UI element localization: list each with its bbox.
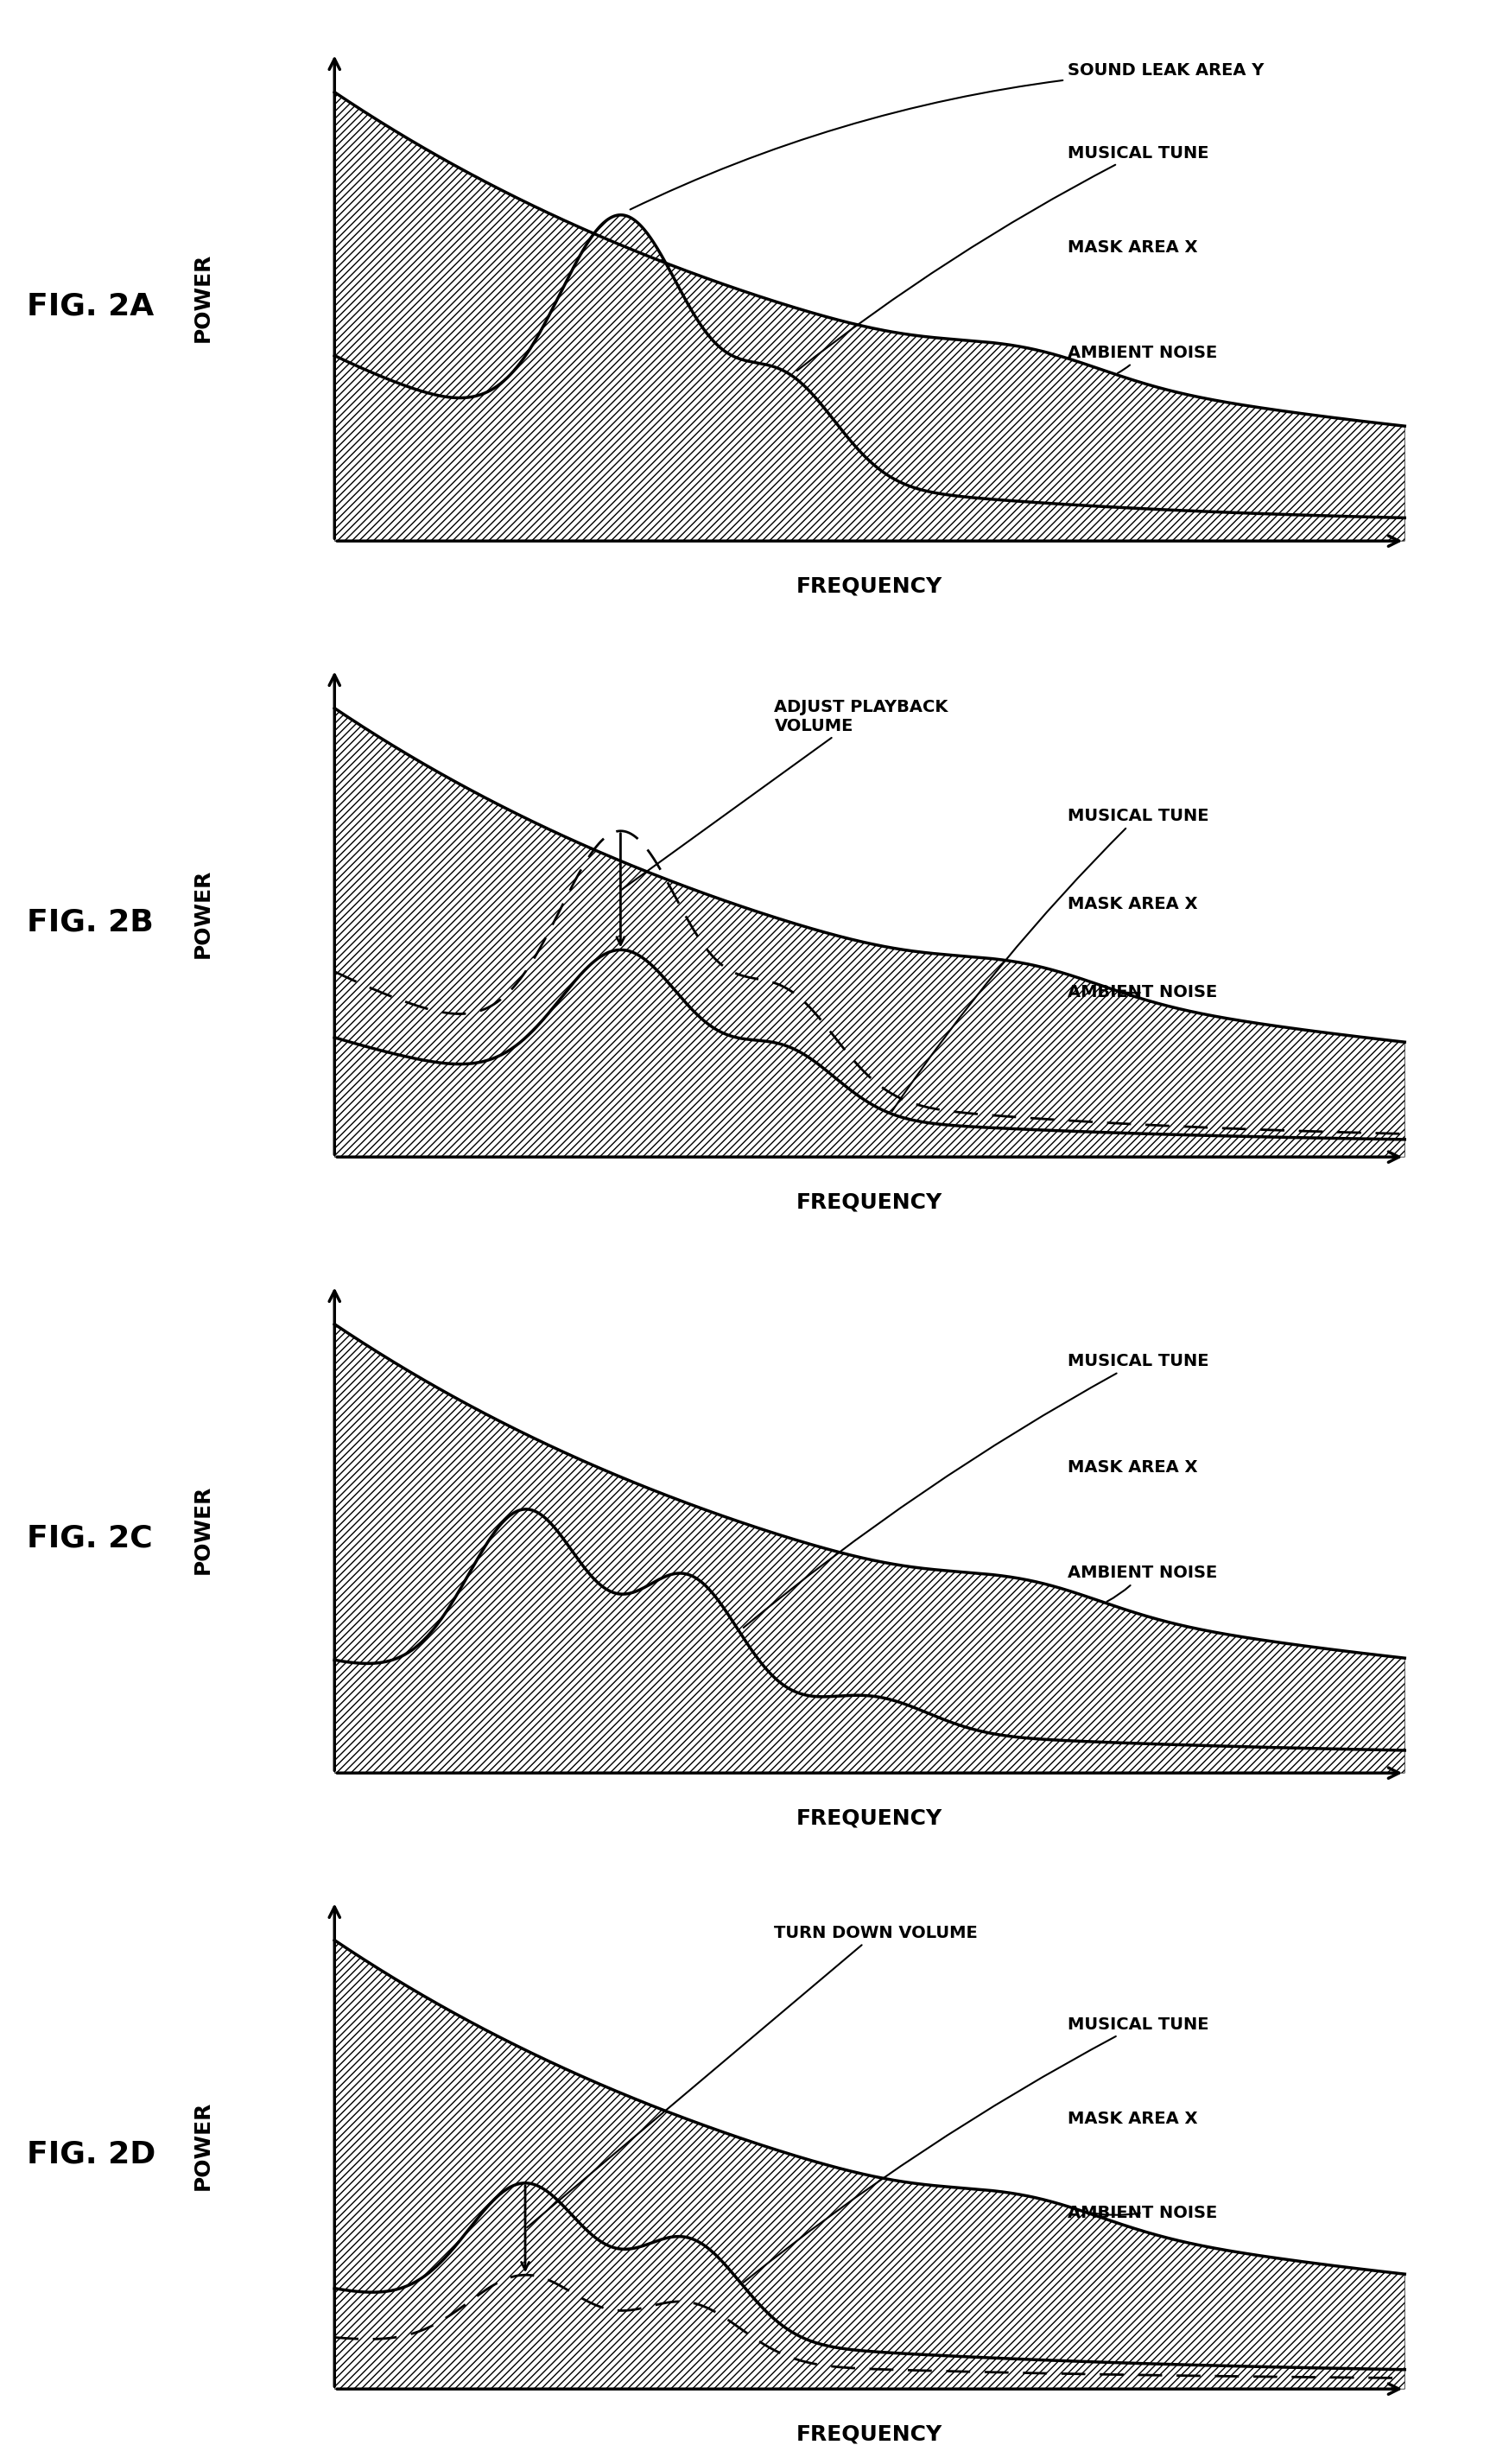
Text: MUSICAL TUNE: MUSICAL TUNE [744, 2016, 1208, 2282]
Text: POWER: POWER [192, 867, 213, 958]
Text: TURN DOWN VOLUME: TURN DOWN VOLUME [527, 1924, 977, 2227]
Text: AMBIENT NOISE: AMBIENT NOISE [1067, 983, 1217, 1000]
Text: FREQUENCY: FREQUENCY [797, 577, 943, 596]
Text: POWER: POWER [192, 2099, 213, 2190]
Text: POWER: POWER [192, 251, 213, 342]
Text: AMBIENT NOISE: AMBIENT NOISE [1067, 2205, 1217, 2220]
Text: MASK AREA X: MASK AREA X [1067, 239, 1198, 256]
Text: FREQUENCY: FREQUENCY [797, 2425, 943, 2444]
Text: FREQUENCY: FREQUENCY [797, 1193, 943, 1212]
Text: MUSICAL TUNE: MUSICAL TUNE [797, 145, 1208, 370]
Text: FIG. 2A: FIG. 2A [27, 291, 153, 320]
Text: FREQUENCY: FREQUENCY [797, 1809, 943, 1828]
Text: MASK AREA X: MASK AREA X [1067, 1459, 1198, 1476]
Text: SOUND LEAK AREA Y: SOUND LEAK AREA Y [630, 62, 1264, 209]
Text: MUSICAL TUNE: MUSICAL TUNE [744, 1353, 1208, 1629]
Text: MUSICAL TUNE: MUSICAL TUNE [893, 808, 1208, 1111]
Text: MASK AREA X: MASK AREA X [1067, 897, 1198, 912]
Text: FIG. 2C: FIG. 2C [27, 1523, 152, 1552]
Text: ADJUST PLAYBACK
VOLUME: ADJUST PLAYBACK VOLUME [623, 697, 948, 890]
Text: AMBIENT NOISE: AMBIENT NOISE [1067, 1565, 1217, 1602]
Text: AMBIENT NOISE: AMBIENT NOISE [1067, 345, 1217, 372]
Text: POWER: POWER [192, 1483, 213, 1574]
Text: FIG. 2B: FIG. 2B [27, 907, 153, 936]
Text: MASK AREA X: MASK AREA X [1067, 2109, 1198, 2126]
Text: FIG. 2D: FIG. 2D [27, 2139, 155, 2168]
